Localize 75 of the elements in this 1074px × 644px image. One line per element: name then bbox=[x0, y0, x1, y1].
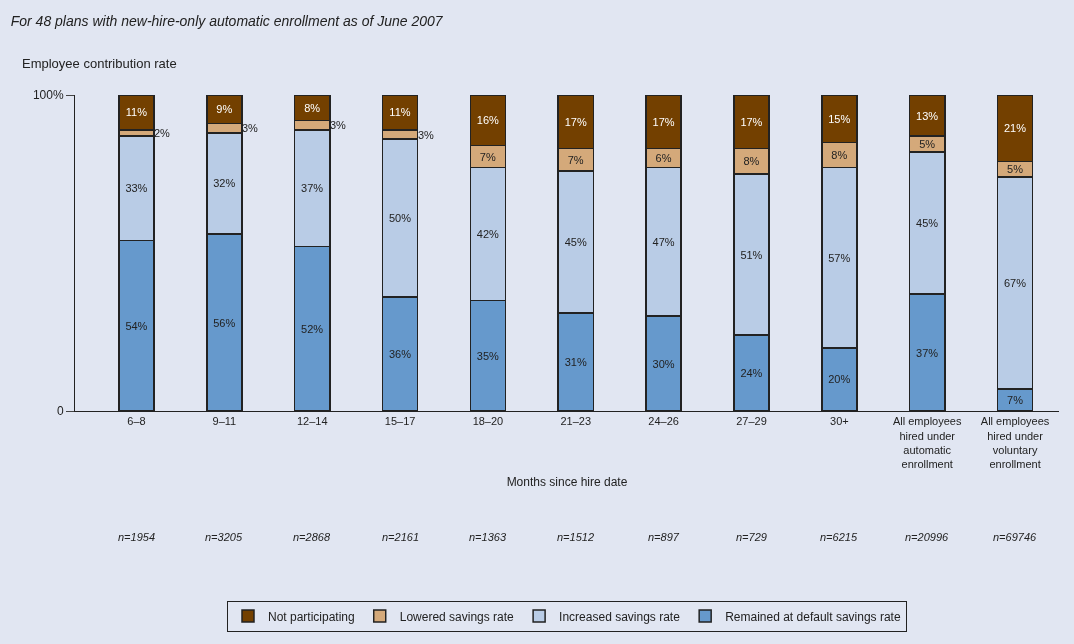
x-tick-label: 15–17 bbox=[384, 415, 416, 428]
x-tick-label: 18–20 bbox=[472, 415, 504, 428]
data-label: 54% bbox=[125, 319, 148, 332]
data-label: 2% bbox=[154, 127, 171, 139]
text: n=20996 bbox=[905, 531, 950, 543]
data-label: 17% bbox=[740, 115, 763, 128]
data-label: 50% bbox=[388, 212, 412, 225]
x-tick-label: All employees hired under voluntary enrollment bbox=[980, 415, 1050, 471]
data-label: 57% bbox=[828, 251, 851, 264]
data-label: 45% bbox=[564, 235, 587, 248]
data-label: 3% bbox=[418, 129, 435, 141]
data-label: 5% bbox=[1007, 163, 1024, 176]
data-label: 7% bbox=[479, 150, 496, 163]
text: n=1512 bbox=[557, 531, 595, 543]
data-label: 37% bbox=[916, 346, 939, 359]
data-label: 3% bbox=[242, 122, 259, 134]
data-label: 8% bbox=[743, 155, 760, 168]
data-label: 45% bbox=[916, 216, 939, 229]
x-tick-label: 24–26 bbox=[648, 415, 679, 428]
data-label: 30% bbox=[652, 357, 675, 370]
text: n=2868 bbox=[293, 531, 331, 543]
data-label: 36% bbox=[388, 348, 412, 361]
x-tick-label: 21–23 bbox=[560, 415, 592, 428]
data-label: 32% bbox=[213, 177, 236, 190]
data-label: 7% bbox=[1007, 393, 1024, 406]
text: n=729 bbox=[736, 531, 767, 543]
data-label: 67% bbox=[1003, 277, 1027, 290]
data-label: 35% bbox=[476, 349, 500, 362]
data-label: 7% bbox=[567, 153, 584, 166]
x-tick-label: All employees hired under automatic enrollment bbox=[892, 415, 962, 471]
data-label: 6% bbox=[655, 152, 672, 165]
text: n=6215 bbox=[820, 531, 858, 543]
data-label: 8% bbox=[831, 149, 848, 162]
x-tick-label: 30+ bbox=[830, 415, 849, 428]
data-label: 9% bbox=[216, 103, 233, 116]
data-label: 13% bbox=[916, 109, 939, 122]
text: n=2161 bbox=[382, 531, 420, 543]
legend-label: Remained at default savings rate bbox=[725, 609, 901, 624]
x-tick-label: 12–14 bbox=[296, 415, 328, 428]
data-label: 47% bbox=[652, 235, 675, 248]
y-axis-title: Employee contribution rate bbox=[22, 56, 177, 71]
legend-label: Increased savings rate bbox=[559, 609, 681, 624]
data-label: 5% bbox=[919, 137, 936, 150]
y-tick-label: 0 bbox=[56, 404, 64, 419]
data-label: 42% bbox=[476, 228, 500, 241]
legend-label: Lowered savings rate bbox=[399, 609, 515, 624]
data-label: 56% bbox=[213, 316, 236, 329]
x-axis-title: Months since hire date bbox=[506, 475, 628, 489]
data-label: 17% bbox=[564, 115, 587, 128]
x-tick-label: 27–29 bbox=[736, 415, 767, 428]
text: n=1954 bbox=[118, 531, 156, 543]
x-tick-label: 9–11 bbox=[212, 415, 237, 428]
chart-title: For 48 plans with new-hire-only automatic enrollment as of June 2007 bbox=[10, 12, 444, 29]
data-label: 52% bbox=[301, 322, 324, 335]
data-label: 17% bbox=[652, 115, 675, 128]
data-label: 3% bbox=[330, 119, 347, 131]
text: n=69746 bbox=[993, 531, 1038, 543]
data-label: 33% bbox=[125, 182, 148, 195]
data-label: 24% bbox=[740, 367, 763, 380]
text: n=1363 bbox=[469, 531, 507, 543]
y-tick-label: 100% bbox=[32, 88, 64, 103]
text: n=3205 bbox=[205, 531, 243, 543]
legend-label: Not participating bbox=[268, 609, 355, 624]
data-label: 51% bbox=[740, 248, 763, 261]
data-label: 16% bbox=[476, 114, 500, 127]
x-tick-label: 6–8 bbox=[127, 415, 146, 428]
text: n=897 bbox=[648, 531, 680, 543]
data-label: 20% bbox=[828, 373, 851, 386]
data-label: 21% bbox=[1003, 122, 1027, 135]
data-label: 37% bbox=[301, 182, 324, 195]
data-label: 31% bbox=[564, 356, 587, 369]
data-label: 11% bbox=[389, 106, 411, 119]
data-label: 8% bbox=[304, 101, 321, 114]
data-label: 15% bbox=[828, 112, 851, 125]
data-label: 11% bbox=[125, 106, 148, 119]
